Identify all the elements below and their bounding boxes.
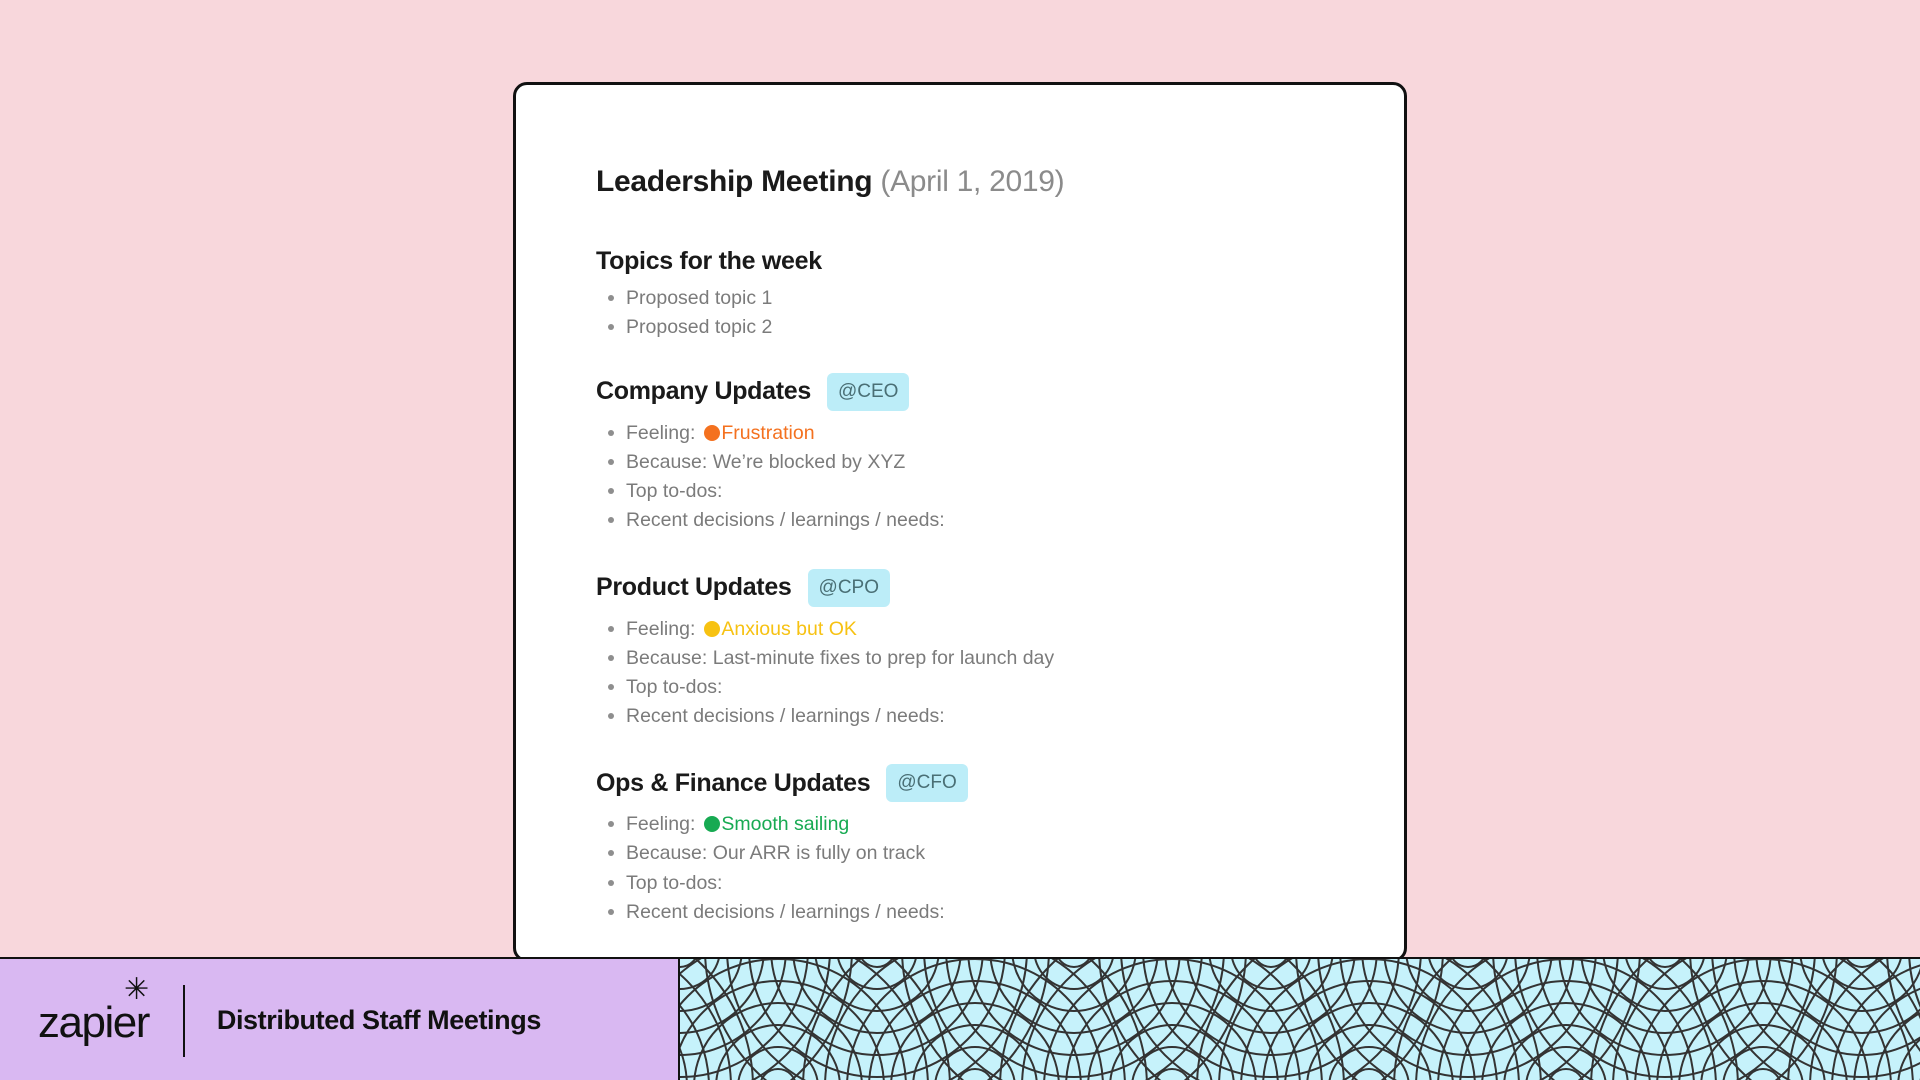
- sections-list: Topics for the week Proposed topic 1 Propo…: [596, 247, 1380, 924]
- concentric-circles-svg: [680, 959, 1920, 1080]
- footer-divider: [182, 984, 185, 1057]
- bullet-list: Feeling: Anxious but OK Because: Last-minu…: [596, 617, 1380, 729]
- zapier-logo: zapier ✳: [38, 974, 150, 1047]
- footer-bar: zapier ✳ Distributed Staff Meetings: [0, 957, 1920, 1080]
- mood-dot-icon: [704, 424, 721, 441]
- list-item: Top to-dos:: [596, 871, 1380, 895]
- meeting-notes-card: Leadership Meeting (April 1, 2019) Topic…: [513, 82, 1407, 962]
- section-header: Topics for the week: [596, 247, 1380, 276]
- footer-tagline: Distributed Staff Meetings: [216, 1005, 542, 1035]
- section-header: Company Updates @CEO: [596, 372, 1380, 411]
- feeling-label: Feeling:: [626, 617, 696, 640]
- section: Company Updates @CEO Feeling: Frustration Be…: [596, 372, 1380, 533]
- owner-badge[interactable]: @CFO: [886, 764, 968, 803]
- bullet-list: Proposed topic 1 Proposed topic 2: [596, 286, 1380, 339]
- list-item: Recent decisions / learnings / needs:: [596, 900, 1380, 924]
- meeting-notes-content: Leadership Meeting (April 1, 2019) Topic…: [596, 163, 1380, 959]
- mood-text: Frustration: [721, 421, 815, 444]
- footer-brand: zapier ✳ Distributed Staff Meetings: [0, 959, 680, 1080]
- list-item: Because: Last-minute fixes to prep for l…: [596, 646, 1380, 670]
- concentric-circles-pattern: [680, 959, 1920, 1080]
- list-item: Because: Our ARR is fully on track: [596, 841, 1380, 865]
- mood-dot-icon: [704, 816, 721, 833]
- section-header: Ops & Finance Updates @CFO: [596, 764, 1380, 803]
- mood-text: Smooth sailing: [721, 813, 850, 836]
- section-heading: Product Updates: [596, 573, 792, 602]
- list-item: Recent decisions / learnings / needs:: [596, 704, 1380, 728]
- list-item: Proposed topic 1: [596, 286, 1380, 310]
- owner-badge[interactable]: @CEO: [826, 372, 910, 411]
- feeling-label: Feeling:: [626, 813, 696, 836]
- bullet-list: Feeling: Frustration Because: We’re blocke…: [596, 421, 1380, 533]
- section: Ops & Finance Updates @CFO Feeling: Smooth …: [596, 764, 1380, 924]
- mood-dot-icon: [704, 620, 721, 637]
- list-item: Because: We’re blocked by XYZ: [596, 450, 1380, 474]
- list-item: Recent decisions / learnings / needs:: [596, 508, 1380, 532]
- section: Topics for the week Proposed topic 1 Propo…: [596, 247, 1380, 339]
- page-title-main: Leadership Meeting: [596, 165, 873, 198]
- owner-badge[interactable]: @CPO: [807, 568, 890, 607]
- feeling-label: Feeling:: [626, 421, 696, 444]
- list-item: Top to-dos:: [596, 675, 1380, 699]
- list-item: Top to-dos:: [596, 479, 1380, 503]
- section-header: Product Updates @CPO: [596, 568, 1380, 607]
- feeling-row: Feeling: Frustration: [596, 421, 1380, 445]
- zapier-wordmark: zapier: [38, 997, 150, 1047]
- asterisk-icon: ✳: [124, 972, 149, 1006]
- bullet-list: Feeling: Smooth sailing Because: Our ARR i…: [596, 812, 1380, 924]
- section: Product Updates @CPO Feeling: Anxious but O…: [596, 568, 1380, 729]
- page-title-date: (April 1, 2019): [880, 165, 1065, 198]
- mood-text: Anxious but OK: [721, 617, 857, 640]
- section-heading: Topics for the week: [596, 246, 822, 275]
- section-heading: Company Updates: [596, 377, 811, 406]
- section-heading: Ops & Finance Updates: [596, 768, 871, 797]
- feeling-row: Feeling: Anxious but OK: [596, 617, 1380, 641]
- feeling-row: Feeling: Smooth sailing: [596, 812, 1380, 836]
- list-item: Proposed topic 2: [596, 315, 1380, 339]
- page-title: Leadership Meeting (April 1, 2019): [596, 163, 1380, 201]
